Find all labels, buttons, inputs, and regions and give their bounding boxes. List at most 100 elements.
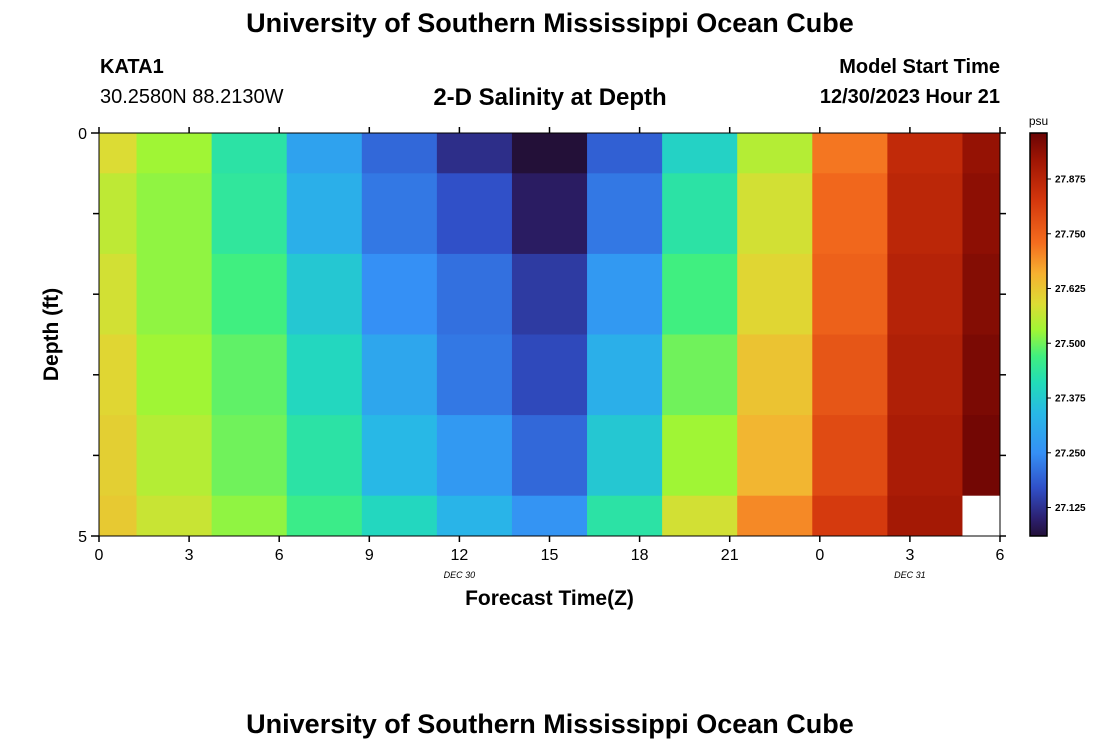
heatmap-cell	[812, 495, 888, 537]
chart-axes: 0 3 6 9 12 15 18 21 0 3 6 DEC 30 DEC 31 Forecast Time…	[40, 126, 1006, 610]
heatmap-cell	[99, 253, 138, 335]
heatmap-cell	[361, 334, 438, 416]
heatmap-cell	[211, 133, 288, 174]
x-tick-label: 6	[275, 547, 284, 564]
colorbar-gradient	[1029, 132, 1048, 537]
heatmap-cell	[587, 334, 663, 416]
heatmap-cell	[812, 173, 888, 255]
x-tick-label: 18	[631, 547, 649, 564]
heatmap-cell	[587, 253, 663, 335]
heatmap-cell	[286, 173, 363, 255]
heatmap-cell	[286, 495, 363, 537]
heatmap-cell	[211, 253, 288, 335]
heatmap-cell	[286, 334, 363, 416]
heatmap-cell	[812, 334, 888, 416]
date-label: DEC 31	[894, 570, 926, 580]
heatmap-cell	[361, 133, 438, 174]
heatmap-cell	[136, 495, 213, 537]
heatmap-cell	[99, 334, 138, 416]
heatmap-cell	[511, 173, 588, 255]
heatmap-cell	[511, 133, 588, 174]
heatmap-cell	[511, 415, 588, 497]
heatmap-cell	[662, 415, 738, 497]
y-tick-label: 0	[78, 126, 87, 143]
heatmap-cell	[662, 253, 738, 335]
heatmap-cell	[962, 334, 1001, 416]
heatmap-cell	[737, 173, 813, 255]
x-tick-label: 0	[815, 547, 824, 564]
heatmap-cell	[662, 334, 738, 416]
heatmap-cell	[737, 415, 813, 497]
heatmap-cell	[887, 133, 963, 174]
heatmap-cell	[211, 415, 288, 497]
heatmap-cell	[812, 133, 888, 174]
heatmap-cell	[361, 253, 438, 335]
heatmap-cell	[99, 495, 138, 537]
heatmap-cell	[587, 173, 663, 255]
date-label: DEC 30	[444, 570, 476, 580]
colorbar: 27.875 27.750 27.625 27.500 27.375 27.250 27.1…	[1029, 114, 1086, 537]
x-tick-label: 12	[451, 547, 469, 564]
colorbar-tick-label: 27.750	[1055, 229, 1086, 240]
colorbar-tick-label: 27.125	[1055, 503, 1086, 514]
heatmap-cell	[436, 253, 513, 335]
heatmap-cell	[812, 415, 888, 497]
x-tick-label: 0	[95, 547, 104, 564]
heatmap-cell	[436, 495, 513, 537]
x-tick-label: 21	[721, 547, 739, 564]
heatmap-cell	[662, 495, 738, 537]
colorbar-tick-label: 27.500	[1055, 339, 1086, 350]
heatmap-cell	[136, 415, 213, 497]
heatmap-cell	[136, 173, 213, 255]
colorbar-tick-label: 27.375	[1055, 394, 1086, 405]
heatmap-cell	[887, 415, 963, 497]
footer-title: University of Southern Mississippi Ocean…	[246, 709, 854, 739]
heatmap-cell	[737, 334, 813, 416]
heatmap-cell	[587, 495, 663, 537]
heatmap-cell	[887, 334, 963, 416]
colorbar-tick-label: 27.625	[1055, 284, 1086, 295]
heatmap-cell	[286, 133, 363, 174]
x-tick-label: 3	[905, 547, 914, 564]
heatmap-cell	[211, 334, 288, 416]
heatmap-cell	[962, 253, 1001, 335]
model-start-value: 12/30/2023 Hour 21	[819, 86, 1000, 108]
x-tick-label: 9	[365, 547, 374, 564]
y-axis-label: Depth (ft)	[40, 288, 63, 381]
heatmap-cell	[737, 253, 813, 335]
heatmap-cell	[887, 173, 963, 255]
heatmap-cell	[962, 495, 1001, 537]
y-tick-label: 5	[78, 529, 87, 546]
heatmap-cell	[737, 133, 813, 174]
heatmap-cell	[662, 133, 738, 174]
colorbar-tick-label: 27.875	[1055, 174, 1086, 185]
x-tick-label: 6	[996, 547, 1005, 564]
heatmap-cell	[436, 133, 513, 174]
heatmap-cell	[511, 253, 588, 335]
heatmap-cell	[511, 495, 588, 537]
x-axis-label: Forecast Time(Z)	[465, 587, 634, 610]
heatmap-cell	[887, 253, 963, 335]
heatmap-cell	[737, 495, 813, 537]
heatmap-cell	[587, 415, 663, 497]
heatmap-cell	[286, 253, 363, 335]
heatmap-cell	[361, 173, 438, 255]
station-coordinates: 30.2580N 88.2130W	[100, 86, 284, 108]
colorbar-tick-label: 27.250	[1055, 448, 1086, 459]
heatmap-cell	[887, 495, 963, 537]
model-start-label: Model Start Time	[839, 56, 1000, 78]
station-id: KATA1	[100, 56, 164, 78]
heatmap-cell	[99, 173, 138, 255]
heatmap-cell	[136, 133, 213, 174]
x-tick-label: 15	[541, 547, 559, 564]
heatmap-cell	[962, 133, 1001, 174]
heatmap-cell	[436, 173, 513, 255]
heatmap-cell	[511, 334, 588, 416]
heatmap-cell	[962, 415, 1001, 497]
heatmap-cell	[286, 415, 363, 497]
heatmap-cell	[812, 253, 888, 335]
heatmap-cell	[361, 495, 438, 537]
heatmap-cell	[99, 415, 138, 497]
heatmap-cell	[662, 173, 738, 255]
